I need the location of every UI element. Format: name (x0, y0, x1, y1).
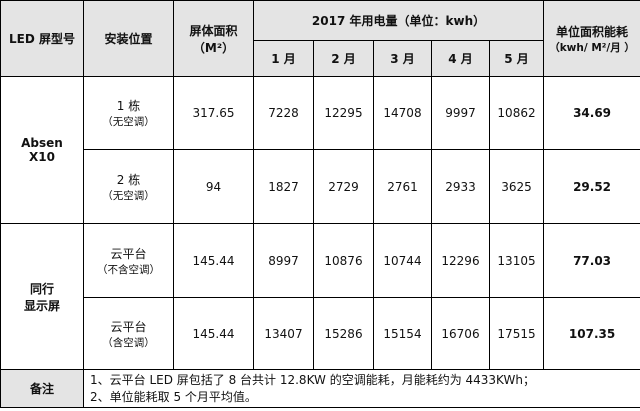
location-line: 1 栋 (116, 99, 141, 113)
location-line: （无空调） (102, 189, 155, 202)
model-line: X10 (29, 150, 55, 164)
header-cell: 屏体面积 （M²） (173, 0, 254, 77)
month-header: 3 月 (373, 40, 432, 77)
usage-cell: 15286 (313, 297, 374, 370)
month-header: 2 月 (313, 40, 374, 77)
month-header: 4 月 (431, 40, 490, 77)
model-line: 显示屏 (23, 298, 60, 313)
location-line: 2 栋 (116, 172, 141, 187)
location-cell: 云平台 （不含空调） (83, 223, 174, 298)
month-header: 5 月 (488, 40, 545, 77)
header-cell: 安装位置 (83, 0, 174, 77)
location-cell: 2 栋 （无空调） (83, 149, 174, 224)
location-line: 云平台 (110, 246, 147, 261)
location-cell: 1 栋 （无空调） (83, 76, 174, 150)
usage-cell: 8997 (253, 223, 314, 298)
table-row: 备注 1、云平台 LED 屏包括了 8 台共计 12.8KW 的空调能耗，月能耗约… (0, 369, 640, 408)
notes-label: 备注 (0, 369, 84, 408)
model-cell: Absen X10 (0, 76, 84, 224)
note-line: 2、单位能耗取 5 个月平均值。 (90, 389, 257, 404)
usage-cell: 10876 (313, 223, 374, 298)
intensity-cell: 107.35 (543, 297, 640, 370)
usage-cell: 15154 (373, 297, 432, 370)
usage-cell: 17515 (488, 297, 545, 370)
usage-cell: 10744 (373, 223, 432, 298)
area-cell: 317.65 (173, 76, 254, 150)
intensity-cell: 29.52 (543, 149, 640, 224)
area-cell: 145.44 (173, 297, 254, 370)
location-line: （无空调） (102, 116, 155, 128)
header-line: 单位面积能耗 (556, 24, 629, 39)
header-line: （M²） (192, 40, 235, 55)
usage-cell: 2729 (313, 149, 374, 224)
table-row: 同行 显示屏 云平台 （不含空调） 145.44 8997 10876 10744 12296 1… (0, 223, 640, 370)
table-row: 2 栋 （无空调） 94 1827 2729 2761 2933 3625 29.52 (1, 149, 640, 224)
table-row: LED 屏型号 安装位置 屏体面积 （M²） 2017 年用电量（单位：kwh） 单位面积… (0, 0, 640, 77)
header-cell: 2017 年用电量（单位：kwh） (252, 0, 545, 41)
notes-cell: 1、云平台 LED 屏包括了 8 台共计 12.8KW 的空调能耗，月能耗约为 … (82, 369, 640, 408)
note-line: 1、云平台 LED 屏包括了 8 台共计 12.8KW 的空调能耗，月能耗约为 … (90, 372, 535, 387)
table-row: Absen X10 1 栋 （无空调） 317.65 7228 12295 14708 9997… (0, 76, 640, 224)
location-line: （不含空调） (97, 263, 160, 276)
usage-cell: 12295 (313, 76, 374, 150)
usage-cell: 13105 (488, 223, 545, 298)
header-cell: LED 屏型号 (0, 0, 84, 77)
area-cell: 94 (173, 149, 254, 224)
header-cell: 单位面积能耗 （kwh/ M²/月 ） (543, 0, 640, 77)
usage-cell: 14708 (373, 76, 432, 150)
usage-cell: 13407 (253, 297, 314, 370)
location-line: （含空调） (102, 336, 155, 349)
area-cell: 145.44 (173, 223, 254, 298)
month-header: 1 月 (253, 40, 314, 77)
usage-cell: 9997 (431, 76, 490, 150)
usage-cell: 10862 (488, 76, 545, 150)
usage-cell: 12296 (431, 223, 490, 298)
usage-cell: 16706 (431, 297, 490, 370)
usage-cell: 1827 (253, 149, 314, 224)
usage-cell: 7228 (253, 76, 314, 150)
model-line: 同行 (29, 281, 54, 296)
header-line: （kwh/ M²/月 ） (549, 41, 635, 54)
intensity-cell: 34.69 (543, 76, 640, 150)
usage-cell: 2933 (431, 149, 490, 224)
model-line: Absen (21, 136, 63, 150)
location-cell: 云平台 （含空调） (83, 297, 174, 370)
intensity-cell: 77.03 (543, 223, 640, 298)
usage-cell: 2761 (373, 149, 432, 224)
usage-cell: 3625 (488, 149, 545, 224)
location-line: 云平台 (110, 319, 147, 334)
table-row: 云平台 （含空调） 145.44 13407 15286 15154 16706 17515 1… (1, 297, 640, 370)
header-line: 屏体面积 (189, 23, 238, 38)
model-cell: 同行 显示屏 (0, 223, 84, 370)
